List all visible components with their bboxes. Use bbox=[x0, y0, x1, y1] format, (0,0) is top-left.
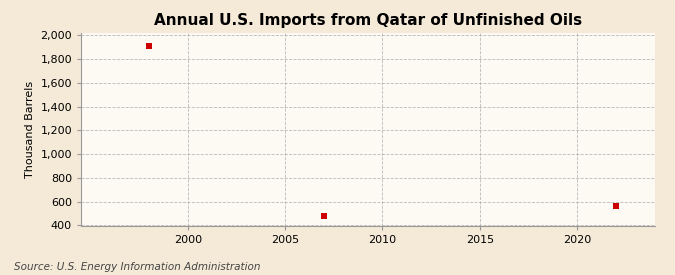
Point bbox=[319, 214, 329, 218]
Title: Annual U.S. Imports from Qatar of Unfinished Oils: Annual U.S. Imports from Qatar of Unfini… bbox=[154, 13, 582, 28]
Point bbox=[144, 44, 155, 48]
Y-axis label: Thousand Barrels: Thousand Barrels bbox=[25, 81, 35, 178]
Text: Source: U.S. Energy Information Administration: Source: U.S. Energy Information Administ… bbox=[14, 262, 260, 272]
Point bbox=[610, 204, 621, 209]
